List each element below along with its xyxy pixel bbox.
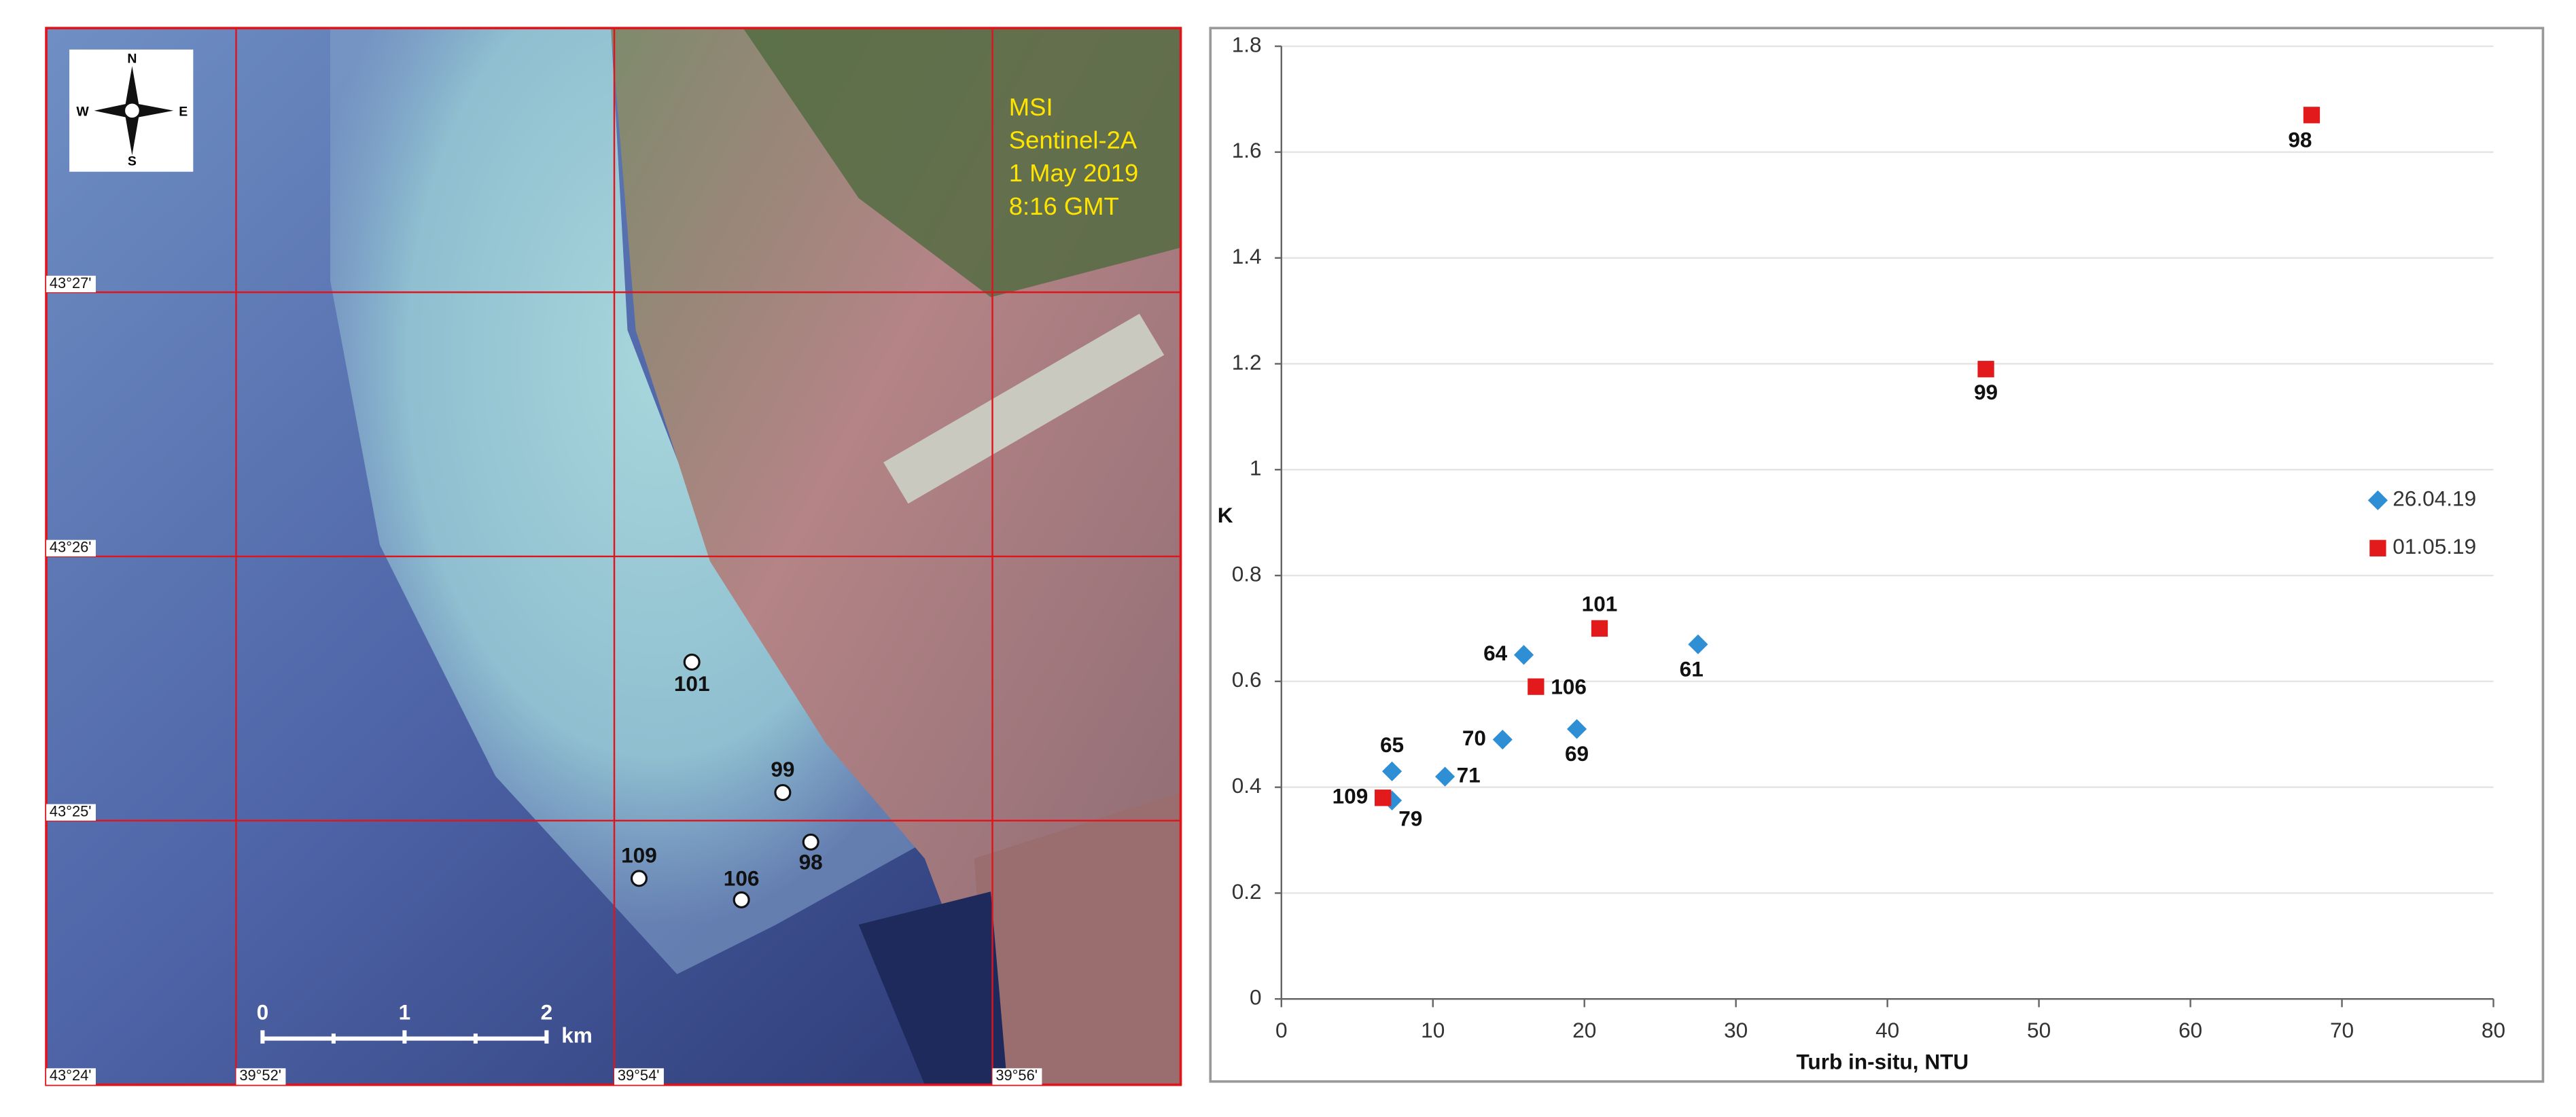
point-label: 64 bbox=[1483, 641, 1508, 665]
plume bbox=[330, 28, 925, 974]
point-label: 101 bbox=[1582, 591, 1618, 616]
map-grid bbox=[45, 26, 1182, 1086]
point bbox=[1591, 620, 1608, 637]
station-label: 106 bbox=[724, 866, 760, 891]
point-label: 70 bbox=[1462, 726, 1486, 750]
legend-label: 01.05.19 bbox=[2393, 534, 2476, 558]
point-label: 99 bbox=[1974, 380, 1998, 404]
caption-line: MSI bbox=[1009, 93, 1053, 121]
point bbox=[1977, 361, 1994, 378]
legend-marker bbox=[2369, 539, 2386, 556]
x-tick-label: 20 bbox=[1572, 1018, 1596, 1042]
station-label: 109 bbox=[621, 843, 657, 868]
harbor bbox=[858, 891, 1008, 1085]
station-label: 98 bbox=[799, 849, 823, 874]
point-label: 71 bbox=[1457, 762, 1481, 787]
y-tick-label: 0.4 bbox=[1232, 773, 1262, 798]
point bbox=[1375, 790, 1392, 806]
y-tick-label: 1.4 bbox=[1232, 244, 1262, 268]
point-label: 69 bbox=[1565, 741, 1589, 766]
point bbox=[1381, 761, 1402, 781]
point-label: 79 bbox=[1398, 806, 1422, 831]
x-tick-label: 80 bbox=[2482, 1018, 2505, 1042]
x-tick-label: 40 bbox=[1875, 1018, 1899, 1042]
scale-label: 0 bbox=[257, 999, 269, 1024]
caption-line: 1 May 2019 bbox=[1009, 159, 1138, 187]
point bbox=[1513, 645, 1534, 665]
scale-bar: 0 1 2 km bbox=[257, 999, 593, 1047]
compass-label: N bbox=[127, 52, 137, 67]
compass-label: E bbox=[179, 104, 188, 119]
forest bbox=[743, 28, 1181, 298]
lat-labels: 43°27' 43°26' 43°25' 43°24' bbox=[46, 274, 96, 1085]
compass: N E S W bbox=[69, 49, 194, 172]
station-label: 101 bbox=[674, 671, 710, 696]
y-tick-label: 0 bbox=[1250, 985, 1262, 1010]
x-tick-label: 60 bbox=[2178, 1018, 2202, 1042]
y-tick-label: 0.6 bbox=[1232, 667, 1262, 692]
lat-label: 43°25' bbox=[50, 802, 92, 819]
y-tick-label: 1 bbox=[1250, 456, 1262, 480]
runway bbox=[883, 313, 1165, 504]
scale-label: 1 bbox=[399, 999, 411, 1024]
caption-line: 8:16 GMT bbox=[1009, 192, 1119, 220]
lon-labels: 39°52' 39°54' 39°56' bbox=[236, 1067, 1042, 1085]
point bbox=[1566, 719, 1587, 739]
legend-label: 26.04.19 bbox=[2393, 486, 2476, 511]
legend-marker bbox=[2367, 490, 2388, 510]
chart-frame bbox=[1209, 26, 2545, 1083]
x-axis-label: Turb in-situ, NTU bbox=[1796, 1049, 1969, 1074]
x-tick-label: 10 bbox=[1421, 1018, 1445, 1042]
point bbox=[1528, 678, 1545, 695]
scale-unit: km bbox=[561, 1023, 593, 1047]
scale-label: 2 bbox=[541, 999, 553, 1024]
point-label: 98 bbox=[2288, 128, 2312, 152]
lon-label: 39°52' bbox=[239, 1067, 281, 1084]
stations: 101 99 98 109 106 bbox=[621, 653, 823, 908]
y-tick-label: 1.2 bbox=[1232, 350, 1262, 374]
lon-label: 39°54' bbox=[618, 1067, 660, 1084]
point bbox=[1492, 729, 1513, 750]
x-tick-label: 30 bbox=[1724, 1018, 1748, 1042]
lat-label: 43°24' bbox=[50, 1067, 92, 1084]
lat-label: 43°27' bbox=[50, 274, 92, 291]
station-label: 99 bbox=[771, 757, 794, 781]
lon-label: 39°56' bbox=[995, 1067, 1038, 1084]
point bbox=[1435, 766, 1455, 787]
y-tick-label: 1.8 bbox=[1232, 32, 1262, 56]
x-tick-label: 50 bbox=[2027, 1018, 2051, 1042]
point bbox=[2303, 107, 2321, 124]
point-label: 65 bbox=[1380, 732, 1404, 757]
y-tick-label: 1.6 bbox=[1232, 138, 1262, 162]
x-tick-label: 70 bbox=[2330, 1018, 2354, 1042]
y-tick-label: 0.8 bbox=[1232, 561, 1262, 586]
y-axis-label: K bbox=[1218, 503, 1233, 527]
point-label: 106 bbox=[1551, 674, 1587, 698]
x-tick-label: 0 bbox=[1275, 1018, 1288, 1042]
compass-label: W bbox=[76, 104, 89, 119]
point-label: 109 bbox=[1333, 784, 1369, 809]
land bbox=[974, 792, 1181, 1085]
caption-line: Sentinel-2A bbox=[1009, 126, 1137, 154]
map-caption: MSI Sentinel-2A 1 May 2019 8:16 GMT bbox=[1009, 93, 1138, 220]
chart: Turb in-situ, NTU K 0 0.2 0.4 0.6 0.8 1 1.2 1.4… bbox=[1218, 32, 2505, 1074]
lat-label: 43°26' bbox=[50, 539, 92, 556]
point-label: 61 bbox=[1680, 657, 1704, 681]
y-tick-label: 0.2 bbox=[1232, 879, 1262, 904]
compass-label: S bbox=[128, 154, 137, 169]
